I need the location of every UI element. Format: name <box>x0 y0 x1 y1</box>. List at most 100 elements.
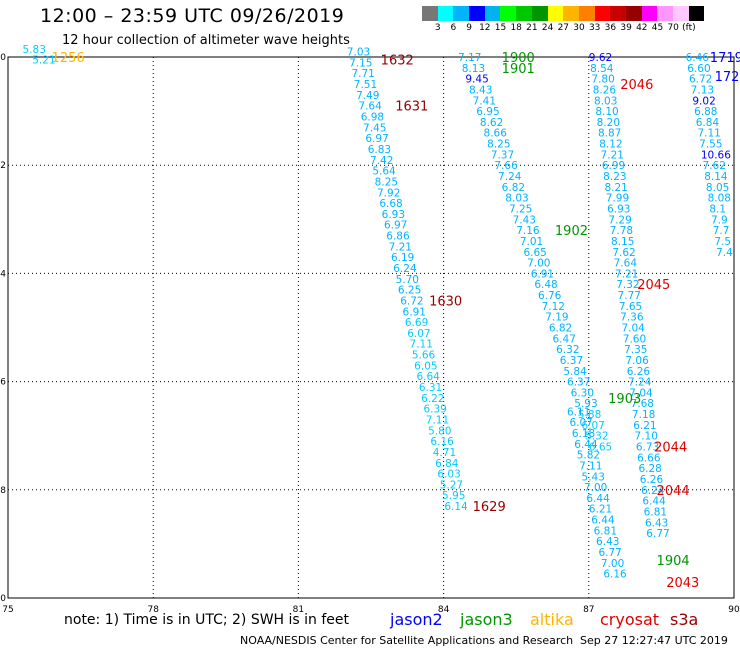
color-swatch <box>594 6 611 21</box>
wave-height-value: 7.17 <box>458 52 481 64</box>
wave-height-value: 7.21 <box>389 241 412 253</box>
wave-height-value: 6.26 <box>640 474 664 486</box>
wave-height-value: 6.60 <box>687 63 710 75</box>
color-scale-label: 27 <box>557 23 570 33</box>
wave-height-value: 8.13 <box>462 63 485 75</box>
wave-height-value: 7.24 <box>498 171 522 183</box>
color-swatch <box>547 6 564 21</box>
color-scale-label: 12 <box>479 23 491 33</box>
wave-height-value: 6.72 <box>689 74 712 86</box>
wave-height-value: 9.02 <box>692 95 715 107</box>
satellite-legend-item: jason3 <box>460 610 513 629</box>
wave-height-value: 6.72 <box>400 295 423 307</box>
wave-height-value: 7.99 <box>606 193 629 205</box>
wave-height-value: 6.47 <box>553 333 576 345</box>
wave-height-value: 6.82 <box>549 323 572 335</box>
wave-height-value: 5.84 <box>563 366 587 378</box>
color-scale-label: 30 <box>573 23 585 33</box>
color-scale-label: 39 <box>620 23 632 33</box>
wave-height-value: 7.15 <box>349 57 372 69</box>
pass-time-label: 2046 <box>620 78 653 93</box>
color-swatch <box>453 6 470 21</box>
y-tick-label: -8 <box>0 486 6 496</box>
wave-height-value: 6.16 <box>430 436 454 448</box>
color-scale-label: 36 <box>604 23 617 33</box>
color-swatch <box>484 6 501 21</box>
wave-height-value: 6.44 <box>586 493 610 505</box>
track-track-e: 6.466.606.727.139.026.886.847.117.5510.6… <box>686 52 734 259</box>
color-scale-label: 6 <box>450 23 457 33</box>
pass-time-label: 172 <box>715 70 740 85</box>
color-scale-label: 24 <box>541 23 554 33</box>
wave-height-value: 6.77 <box>598 547 621 559</box>
wave-height-value: 7.64 <box>614 258 638 270</box>
wave-height-value: 6.64 <box>416 371 440 383</box>
wave-height-value: 6.97 <box>384 220 407 232</box>
wave-height-value: 7.62 <box>703 160 726 172</box>
wave-height-value: 7.11 <box>579 460 602 472</box>
wave-height-value: 6.22 <box>421 393 444 405</box>
pass-time-label: 1630 <box>429 294 462 309</box>
y-tick-label: -6 <box>0 378 6 388</box>
wave-height-value: 5.82 <box>577 450 600 462</box>
wave-height-value: 6.25 <box>398 285 421 297</box>
wave-height-value: 6.82 <box>502 182 525 194</box>
wave-height-value: 5.88 <box>578 409 601 421</box>
satellite-legend-item: altika <box>530 610 574 629</box>
wave-height-value: 5.70 <box>396 274 419 286</box>
x-tick-label: 87 <box>583 605 594 615</box>
wave-height-value: 7.25 <box>509 203 532 215</box>
pass-time-label: 2043 <box>666 576 699 591</box>
color-swatch <box>500 6 517 21</box>
wave-height-value: 6.05 <box>414 360 437 372</box>
wave-height-value: 8.20 <box>597 117 620 129</box>
wave-height-value: 7.37 <box>491 149 514 161</box>
axis-labels: 75 78 81 84 87 90 0 -2 -4 -6 -8 -10 <box>0 53 740 615</box>
wave-height-value: 5.95 <box>442 490 465 502</box>
satellite-tracks: 5.835.217.037.157.717.517.497.646.987.45… <box>23 44 734 581</box>
map-subtitle: 12 hour collection of altimeter wave hei… <box>62 33 350 48</box>
wave-height-value: 8.03 <box>594 95 617 107</box>
wave-height-value: 5.93 <box>574 398 597 410</box>
wave-height-value: 6.66 <box>637 452 661 464</box>
generation-timestamp: Sep 27 12:27:47 UTC 2019 <box>580 634 728 647</box>
wave-height-value: 6.30 <box>571 387 594 399</box>
wave-height-value: 6.44 <box>591 515 615 527</box>
wave-height-value: 6.69 <box>405 317 428 329</box>
wave-height-value: 7.5 <box>714 236 731 248</box>
wave-height-value: 10.66 <box>701 149 731 161</box>
wave-height-value: 6.93 <box>382 209 405 221</box>
x-tick-label: 78 <box>147 605 159 615</box>
wave-height-value: 6.16 <box>603 569 627 581</box>
wave-height-value: 7.12 <box>542 301 565 313</box>
wave-height-value: 8.10 <box>595 106 618 118</box>
wave-height-value: 6.24 <box>641 485 665 497</box>
wave-height-value: 6.77 <box>646 528 669 540</box>
wave-height-value: 5.27 <box>440 479 463 491</box>
wave-height-value: 6.07 <box>582 420 605 432</box>
color-swatch <box>563 6 579 21</box>
wave-height-value: 6.65 <box>589 442 612 454</box>
wave-height-value: 6.84 <box>696 117 720 129</box>
track-track-a: 5.835.21 <box>23 44 56 67</box>
color-swatch <box>610 6 626 21</box>
wave-height-value: 8.05 <box>706 182 729 194</box>
y-tick-label: -10 <box>0 594 6 604</box>
pass-time-label: 1629 <box>473 500 506 515</box>
wave-height-value: 7.19 <box>545 312 568 324</box>
wave-height-value: 7.21 <box>615 268 638 280</box>
wave-height-value: 6.73 <box>636 442 659 454</box>
wave-height-value: 6.95 <box>476 106 499 118</box>
wave-height-value: 8.1 <box>709 203 726 215</box>
wave-height-value: 6.07 <box>569 417 592 429</box>
color-swatch <box>422 6 438 21</box>
wave-height-value: 6.76 <box>538 290 562 302</box>
wave-height-value: 6.44 <box>574 439 598 451</box>
wave-height-value: 6.07 <box>407 328 430 340</box>
wave-height-value: 7.01 <box>520 236 543 248</box>
wave-height-value: 8.12 <box>599 139 622 151</box>
wave-height-value: 5.83 <box>23 44 46 56</box>
wave-height-value: 6.88 <box>694 106 717 118</box>
wave-height-value: 5.80 <box>428 425 451 437</box>
wave-height-value: 7.78 <box>610 225 633 237</box>
